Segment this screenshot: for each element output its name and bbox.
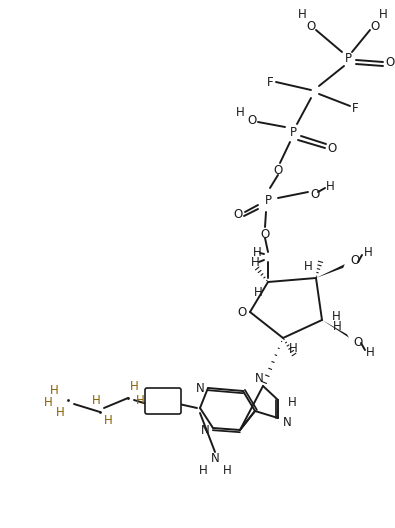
Text: P: P (344, 52, 352, 64)
Text: N: N (211, 451, 219, 465)
Text: O: O (237, 306, 246, 318)
Text: N: N (283, 417, 292, 429)
Text: H: H (103, 413, 112, 427)
Text: H: H (236, 106, 245, 118)
Text: Abs: Abs (153, 397, 173, 407)
Text: H: H (325, 181, 335, 193)
Text: O: O (307, 21, 316, 33)
Text: H: H (135, 393, 145, 407)
Text: N: N (196, 382, 204, 394)
Text: H: H (379, 8, 387, 22)
Text: N: N (201, 425, 209, 438)
Text: O: O (327, 142, 337, 155)
Text: H: H (253, 246, 261, 259)
Text: O: O (273, 164, 283, 176)
Text: O: O (260, 228, 270, 240)
Polygon shape (316, 264, 345, 278)
Text: H: H (332, 309, 340, 323)
Text: F: F (267, 76, 273, 89)
Text: O: O (310, 187, 320, 201)
Text: P: P (265, 193, 271, 206)
Text: H: H (333, 319, 341, 333)
Text: P: P (290, 126, 297, 138)
Text: O: O (354, 335, 363, 348)
Text: H: H (130, 381, 138, 393)
Text: O: O (247, 114, 257, 127)
Text: O: O (371, 21, 380, 33)
Text: H: H (297, 8, 307, 22)
Text: H: H (250, 257, 260, 269)
Text: H: H (56, 406, 64, 419)
Text: H: H (304, 259, 312, 272)
Text: H: H (223, 464, 231, 476)
Text: H: H (254, 286, 262, 298)
FancyBboxPatch shape (145, 388, 181, 414)
Text: H: H (288, 395, 296, 409)
Text: H: H (43, 397, 53, 410)
Text: H: H (366, 345, 374, 359)
Text: O: O (233, 208, 243, 221)
Text: H: H (199, 464, 207, 476)
Polygon shape (322, 320, 349, 338)
Text: N: N (255, 372, 263, 384)
Text: H: H (92, 393, 100, 407)
Text: O: O (386, 55, 395, 69)
Text: O: O (350, 253, 359, 267)
Text: F: F (352, 101, 358, 115)
Text: H: H (364, 246, 372, 259)
Text: H: H (289, 342, 297, 354)
Text: H: H (50, 383, 58, 397)
